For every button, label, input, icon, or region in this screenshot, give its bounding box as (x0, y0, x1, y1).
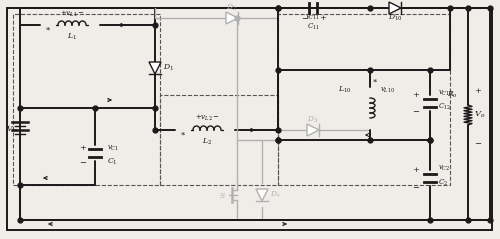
Polygon shape (226, 12, 238, 24)
Text: $v_{C2}$: $v_{C2}$ (438, 163, 450, 173)
Text: $*$: $*$ (45, 26, 51, 34)
Text: $-$: $-$ (412, 106, 420, 114)
Text: $L_2$: $L_2$ (202, 137, 212, 147)
Text: $+$: $+$ (319, 12, 327, 22)
Bar (278, 14, 450, 185)
Text: $C_1$: $C_1$ (107, 157, 118, 167)
Text: $-$: $-$ (474, 138, 482, 146)
Text: $C_{11}$: $C_{11}$ (306, 22, 320, 32)
Text: $+$: $+$ (412, 89, 420, 98)
Text: $+v_{L1}-$: $+v_{L1}-$ (60, 9, 84, 19)
Text: $L_{10}$: $L_{10}$ (338, 85, 352, 95)
Text: $+$: $+$ (412, 165, 420, 174)
Text: $D_{10}$: $D_{10}$ (388, 13, 402, 23)
Text: $-$: $-$ (301, 13, 309, 21)
Text: $v_{C11}$: $v_{C11}$ (306, 12, 320, 22)
Text: $D_2$: $D_2$ (226, 3, 237, 13)
Text: $C_{12}$: $C_{12}$ (438, 102, 451, 112)
Text: $v_{C1}$: $v_{C1}$ (107, 143, 119, 152)
Text: $V_o$: $V_o$ (474, 110, 486, 120)
Text: $-$: $-$ (412, 182, 420, 190)
Polygon shape (389, 2, 401, 14)
Text: $D_1$: $D_1$ (163, 63, 174, 73)
Text: $+v_{L2}-$: $+v_{L2}-$ (194, 113, 220, 123)
Polygon shape (149, 62, 161, 74)
Text: $S$: $S$ (218, 190, 226, 200)
Text: $D_3$: $D_3$ (308, 115, 318, 125)
Polygon shape (256, 189, 268, 201)
Text: $v_{L10}$: $v_{L10}$ (380, 85, 395, 95)
Bar (13, 14, 160, 185)
Text: $D_s$: $D_s$ (270, 190, 280, 200)
Text: $+$: $+$ (474, 86, 482, 94)
Text: $R_o$: $R_o$ (447, 90, 458, 100)
Text: $-$: $-$ (79, 157, 87, 165)
Text: $C_2$: $C_2$ (438, 178, 448, 188)
Text: $+$: $+$ (79, 142, 87, 152)
Polygon shape (307, 124, 319, 136)
Text: $v_{C12}$: $v_{C12}$ (438, 88, 454, 98)
Bar (160, 95, 278, 185)
Text: $*$: $*$ (372, 78, 378, 86)
Text: $*$: $*$ (180, 131, 186, 139)
Text: $V_{in}$: $V_{in}$ (6, 125, 18, 135)
Text: $L_1$: $L_1$ (67, 32, 77, 42)
